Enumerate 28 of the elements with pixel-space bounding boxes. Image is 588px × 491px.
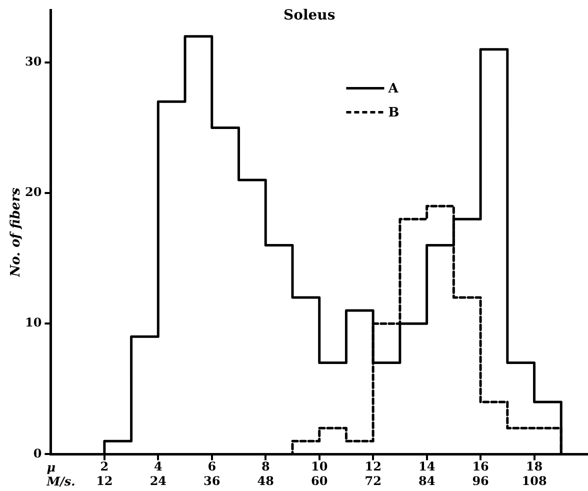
x-tick-label: 10 xyxy=(311,460,328,474)
y-axis-title: No. of fibers xyxy=(8,186,24,278)
x2-axis-title: M/s. xyxy=(46,474,76,488)
legend-label: A xyxy=(387,82,400,97)
x2-tick-label: 96 xyxy=(472,474,489,488)
x-tick-label: 18 xyxy=(526,460,543,474)
chart-title: Soleus xyxy=(283,8,336,24)
x-axis-title: μ xyxy=(46,460,56,474)
y-tick-label: 30 xyxy=(24,54,42,69)
x-tick-label: 4 xyxy=(154,460,162,474)
legend-label: B xyxy=(388,106,400,121)
x2-tick-label: 108 xyxy=(522,474,547,488)
x2-tick-label: 60 xyxy=(311,474,328,488)
x2-tick-label: 84 xyxy=(418,474,436,488)
x2-tick-label: 72 xyxy=(364,474,382,488)
x-tick-label: 14 xyxy=(418,460,436,474)
y-tick-label: 20 xyxy=(24,185,42,200)
x2-tick-label: 36 xyxy=(204,474,220,488)
x2-tick-label: 12 xyxy=(96,474,113,488)
x-tick-label: 2 xyxy=(100,460,109,474)
x2-tick-label: 48 xyxy=(257,474,274,488)
x2-tick-label: 24 xyxy=(150,474,167,488)
x-tick-label: 12 xyxy=(364,460,382,474)
y-tick-label: 10 xyxy=(24,316,42,330)
x-tick-label: 16 xyxy=(472,460,489,474)
x-tick-label: 6 xyxy=(208,460,216,474)
y-tick-label: 0 xyxy=(33,446,42,460)
x-tick-label: 8 xyxy=(261,460,270,474)
